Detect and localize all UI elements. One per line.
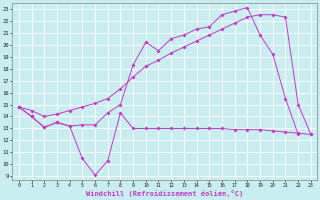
X-axis label: Windchill (Refroidissement éolien,°C): Windchill (Refroidissement éolien,°C) bbox=[86, 190, 244, 197]
